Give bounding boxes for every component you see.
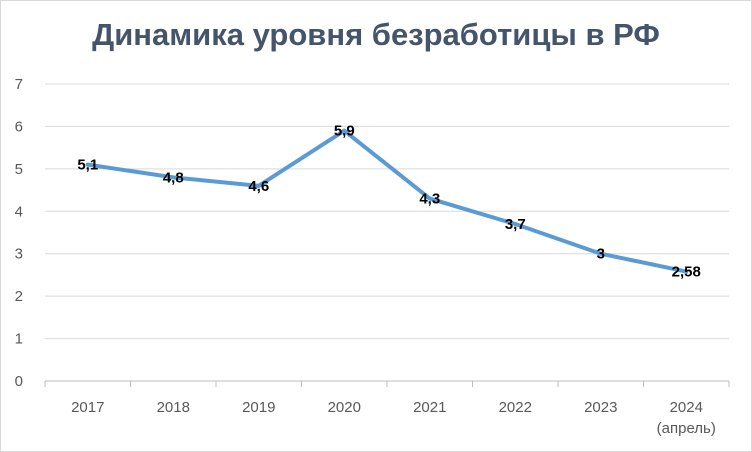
- x-tick-label: 2018: [157, 399, 190, 416]
- data-label: 4,6: [248, 178, 269, 195]
- data-point: [598, 251, 603, 256]
- chart-title: Динамика уровня безработицы в РФ: [92, 17, 660, 52]
- y-tick-label: 6: [15, 118, 23, 135]
- x-tick-label: 2022: [499, 399, 532, 416]
- data-point: [427, 196, 432, 201]
- y-tick-label: 3: [15, 246, 23, 263]
- data-point: [342, 128, 347, 133]
- data-point: [85, 162, 90, 167]
- x-tick-sublabel: (апрель): [657, 420, 716, 437]
- x-tick-label: 2023: [584, 399, 617, 416]
- x-tick-label: 2019: [242, 399, 275, 416]
- y-tick-label: 1: [15, 331, 23, 348]
- x-tick-label: 2021: [413, 399, 446, 416]
- data-label: 4,8: [163, 169, 184, 186]
- data-label: 3: [597, 246, 605, 263]
- data-point: [684, 269, 689, 274]
- x-tick-label: 2017: [71, 399, 104, 416]
- y-tick-label: 0: [15, 373, 23, 390]
- data-point: [171, 175, 176, 180]
- data-label: 3,7: [505, 216, 526, 233]
- data-label: 4,3: [419, 191, 440, 208]
- y-tick-label: 2: [15, 288, 23, 305]
- data-point: [256, 183, 261, 188]
- y-tick-label: 7: [15, 76, 23, 93]
- data-label: 5,1: [77, 157, 98, 174]
- y-tick-label: 4: [15, 203, 23, 220]
- x-tick-label: 2020: [328, 399, 361, 416]
- data-point: [513, 222, 518, 227]
- series-line: [85, 128, 689, 274]
- x-tick-label: 2024: [670, 399, 703, 416]
- y-tick-label: 5: [15, 161, 23, 178]
- data-label: 5,9: [334, 123, 355, 140]
- data-label: 2,58: [672, 264, 701, 281]
